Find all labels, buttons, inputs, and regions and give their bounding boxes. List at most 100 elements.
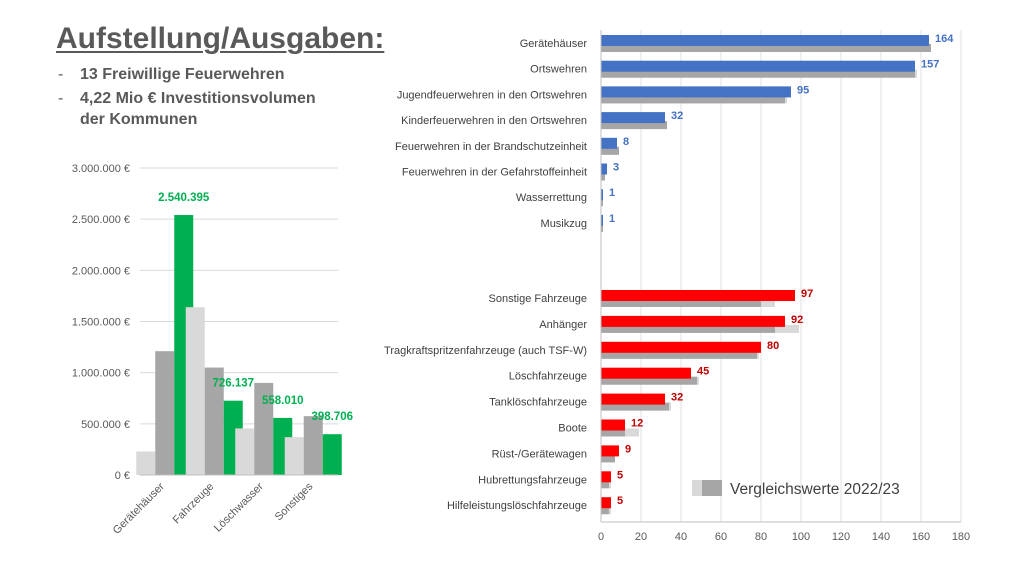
x-tick-label: 180 <box>952 531 970 543</box>
data-label: 1 <box>609 187 615 199</box>
data-label: 157 <box>921 59 939 71</box>
data-label: 8 <box>623 136 629 148</box>
comparison-bar-dark <box>601 299 761 307</box>
data-label: 92 <box>791 314 803 326</box>
comparison-bar-dark <box>601 402 669 411</box>
page-title: Aufstellung/Ausgaben: <box>56 22 385 55</box>
comparison-bar-dark <box>601 121 667 130</box>
legend-label: Vergleichswerte 2022/23 <box>730 481 900 498</box>
bar <box>284 437 304 475</box>
category-label: Anhänger <box>539 319 587 331</box>
bar <box>185 307 205 475</box>
data-label: 32 <box>671 392 683 404</box>
data-label: 558.010 <box>262 395 304 407</box>
data-label: 45 <box>697 366 709 378</box>
bar <box>601 393 665 405</box>
x-tick-label: 140 <box>872 531 890 543</box>
bar <box>303 416 323 475</box>
bar <box>601 315 785 327</box>
comparison-bar-dark <box>601 454 615 463</box>
comparison-bar-dark <box>601 44 931 52</box>
comparison-bar-dark <box>601 428 625 437</box>
comparison-bar-dark <box>601 95 785 104</box>
data-label: 9 <box>625 443 631 455</box>
category-label: Tanklöschfahrzeuge <box>489 397 587 409</box>
bar <box>601 497 611 509</box>
category-label: Tragkraftspritzenfahrzeuge (auch TSF-W) <box>384 345 587 357</box>
category-label: Kinderfeuerwehren in den Ortswehren <box>401 115 587 127</box>
category-label: Wasserrettung <box>516 192 587 204</box>
data-label: 726.137 <box>212 378 254 390</box>
x-tick-label: 80 <box>755 531 767 543</box>
bar <box>601 137 617 149</box>
bar <box>601 60 915 72</box>
data-label: 97 <box>801 288 813 300</box>
bullet-fire-brigades: -13 Freiwillige Feuerwehren <box>58 66 285 83</box>
category-label: Gerätehäuser <box>520 38 588 50</box>
category-label: Sonstige Fahrzeuge <box>489 293 587 305</box>
x-tick-label: 60 <box>715 531 727 543</box>
data-label: 398.706 <box>311 411 353 423</box>
data-label: 164 <box>935 33 954 45</box>
data-label: 3 <box>613 162 619 174</box>
x-tick-label: 0 <box>598 531 604 543</box>
x-tick-label: 20 <box>635 531 647 543</box>
comparison-bar-dark <box>601 480 609 489</box>
comparison-bar-dark <box>601 69 915 78</box>
bar <box>601 86 791 98</box>
category-label: Rüst-/Gerätewagen <box>492 448 587 460</box>
data-label: 12 <box>631 418 643 430</box>
category-label: Feuerwehren in der Gefahrstoffeinheit <box>402 167 587 179</box>
comparison-bar-dark <box>601 506 609 515</box>
bar <box>601 112 665 124</box>
x-tick-label: 160 <box>912 531 930 543</box>
y-tick-label: 3.000.000 € <box>72 163 130 175</box>
bar <box>601 214 603 226</box>
bar <box>322 434 342 475</box>
comparison-bar-dark <box>601 172 605 181</box>
bar <box>204 367 224 475</box>
bar <box>601 471 611 483</box>
x-tick-label: 40 <box>675 531 687 543</box>
bar <box>601 189 603 201</box>
bar <box>235 428 255 475</box>
x-tick-label: 120 <box>832 531 850 543</box>
data-label: 32 <box>671 110 683 122</box>
bar <box>155 351 175 475</box>
bar <box>601 290 795 301</box>
comparison-bar-dark <box>601 376 697 385</box>
comparison-bar-dark <box>601 146 619 155</box>
bar <box>136 451 156 475</box>
data-label: 5 <box>617 495 623 507</box>
comparison-bar-dark <box>601 198 603 207</box>
legend-swatch-light <box>692 480 702 496</box>
bullet-investment: -4,22 Mio € Investitionsvolumen <box>58 90 316 107</box>
y-tick-label: 1.500.000 € <box>72 317 130 329</box>
x-tick-label: 100 <box>792 531 810 543</box>
bar <box>601 341 761 353</box>
expenses-bar-chart: 0 € 500.000 € 1.000.000 € 1.500.000 € 2.000.… <box>72 163 353 537</box>
legend-swatch-dark <box>702 480 722 496</box>
comparison-bar-dark <box>601 350 757 359</box>
category-label: Löschfahrzeuge <box>509 371 587 383</box>
comparison-bar-dark <box>601 324 775 333</box>
comparison-bar-dark <box>601 223 603 232</box>
category-label: Hubrettungsfahrzeuge <box>478 474 587 486</box>
y-tick-label: 2.000.000 € <box>72 265 130 277</box>
category-label: Hilfeleistungslöschfahrzeuge <box>447 500 587 512</box>
data-label: 5 <box>617 469 623 481</box>
y-tick-label: 500.000 € <box>81 419 130 431</box>
category-label: Jugendfeuerwehren in den Ortswehren <box>397 89 587 101</box>
category-label: Musikzug <box>541 218 587 230</box>
y-tick-label: 1.000.000 € <box>72 368 130 380</box>
data-label: 95 <box>797 84 809 96</box>
bar <box>601 367 691 379</box>
category-label: Feuerwehren in der Brandschutzeinheit <box>395 141 587 153</box>
data-label: 80 <box>767 340 779 352</box>
bullet-investment-cont: der Kommunen <box>80 111 198 128</box>
bar <box>601 419 625 431</box>
category-label: Boote <box>558 423 587 435</box>
data-label: 2.540.395 <box>158 192 210 204</box>
category-label: Ortswehren <box>530 64 587 76</box>
